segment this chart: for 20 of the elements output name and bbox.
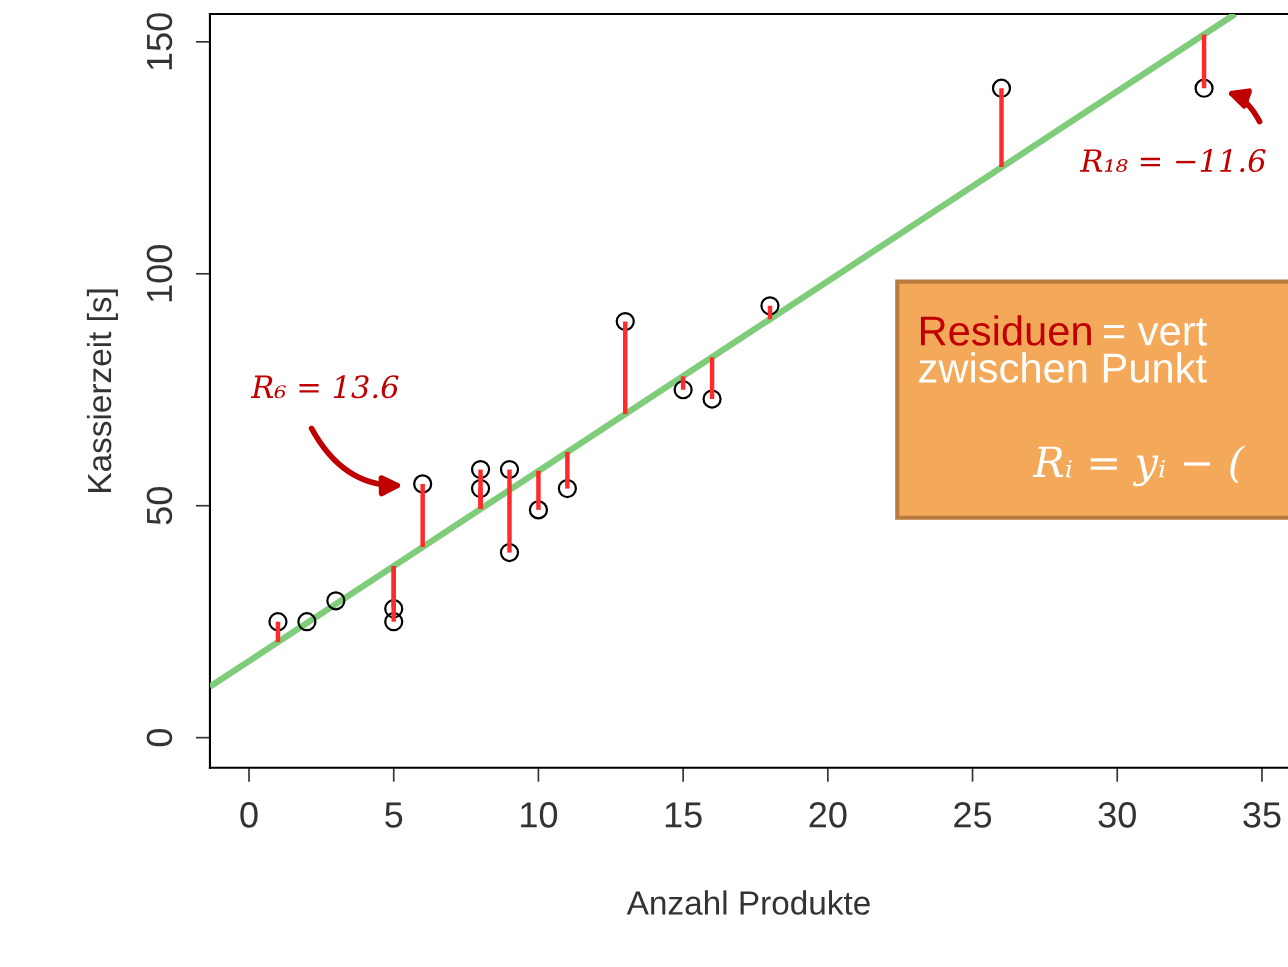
x-tick-label: 10 — [521, 802, 558, 828]
annotation: zwischen Punkt — [919, 352, 1207, 383]
x-tick-label: 25 — [954, 802, 992, 828]
y-tick-label: 150 — [146, 13, 173, 70]
annotation: = vert — [1103, 318, 1207, 346]
x-tick-label: 20 — [809, 802, 847, 828]
annotation: R₁₈ = −11.6 — [1079, 148, 1266, 173]
x-axis-title: Anzahl Produkte — [626, 890, 870, 915]
y-tick-label: 50 — [146, 487, 173, 525]
x-tick-label: 15 — [665, 802, 702, 828]
x-tick-label: 30 — [1098, 802, 1136, 828]
y-axis-title: Kassierzeit [s] — [86, 289, 118, 492]
y-tick-label: 100 — [146, 245, 173, 302]
annotation: R₆ = 13.6 — [250, 375, 399, 399]
x-tick-label: 35 — [1243, 802, 1281, 828]
x-tick-label: 5 — [385, 802, 403, 828]
y-tick-label: 0 — [146, 729, 173, 747]
x-tick-label: 0 — [240, 802, 258, 828]
annotation: Residuen — [920, 315, 1091, 346]
annotation: Rᵢ = yᵢ − ( — [1032, 445, 1245, 487]
